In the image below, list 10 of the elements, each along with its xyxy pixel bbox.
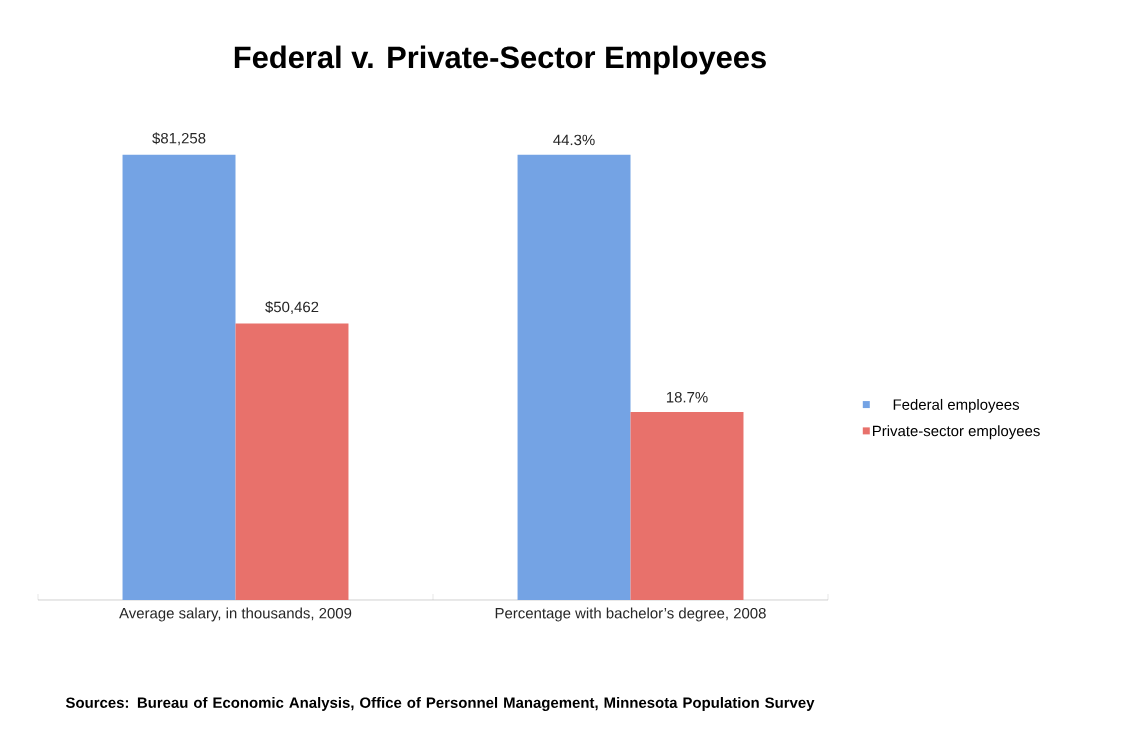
data-label: 18.7% — [666, 391, 708, 403]
x-tick-label: Average salary, in thousands, 2009 — [119, 607, 352, 622]
data-label: $81,258 — [152, 132, 206, 146]
data-label: $50,462 — [265, 301, 319, 314]
legend-label: Federal employees — [893, 398, 1020, 413]
legend-label: Private-sector employees — [873, 425, 1040, 440]
data-label: 44.3% — [553, 134, 595, 146]
chart-title: Federal v. Private-Sector Employees — [234, 45, 766, 75]
x-tick-label: Percentage with bachelor’s degree, 2008 — [495, 607, 766, 622]
text: Sources: Bureau of Economic Analysis, Office of Personnel Management, Minnesota Population Survey — [65, 696, 815, 711]
